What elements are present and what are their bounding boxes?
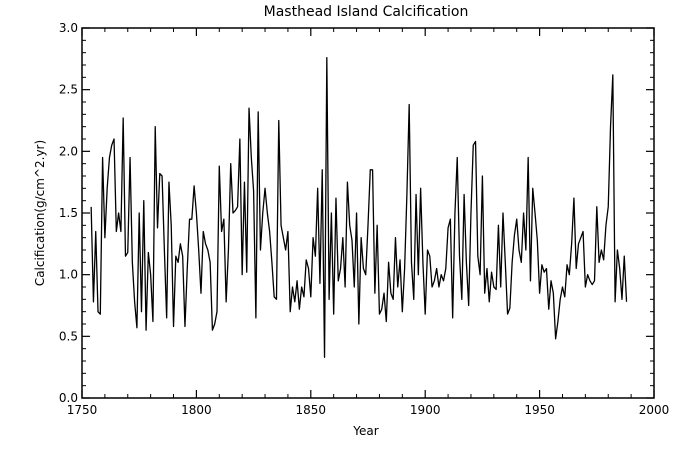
y-tick-label: 1.0 [59, 268, 78, 282]
x-axis-label: Year [352, 424, 378, 438]
x-tick-label: 2000 [639, 403, 670, 417]
calcification-series-line [90, 56, 628, 358]
x-tick-label: 1900 [410, 403, 441, 417]
y-axis-label: Calcification(g/cm^2.yr) [33, 140, 47, 286]
y-tick-label: 3.0 [59, 21, 78, 35]
chart-title: Masthead Island Calcification [264, 4, 469, 20]
x-tick-label: 1750 [67, 403, 98, 417]
y-tick-label: 2.0 [59, 144, 78, 158]
x-tick-label: 1800 [181, 403, 212, 417]
x-axis-ticks: 1750 1800 1850 1900 1950 2000 [67, 28, 670, 417]
y-axis-ticks: 0.0 0.5 1.0 1.5 2.0 2.5 3.0 [59, 21, 654, 405]
y-tick-label: 1.5 [59, 206, 78, 220]
x-tick-label: 1950 [524, 403, 555, 417]
x-tick-label: 1850 [296, 403, 327, 417]
y-tick-label: 2.5 [59, 83, 78, 97]
y-tick-label: 0.0 [59, 391, 78, 405]
y-tick-label: 0.5 [59, 329, 78, 343]
